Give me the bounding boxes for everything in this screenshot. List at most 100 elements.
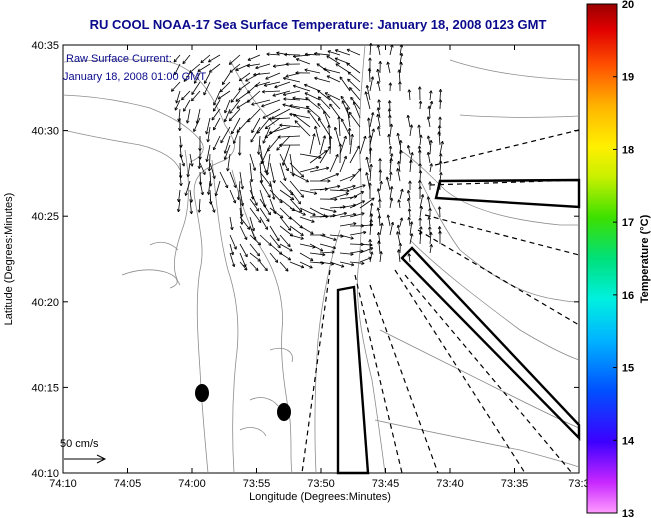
vector-arrow-head <box>378 240 381 244</box>
vector-arrow-head <box>368 182 371 186</box>
vector-arrow-head <box>268 244 272 246</box>
vector-arrow-head <box>207 168 210 172</box>
vector-arrow <box>199 162 206 175</box>
plot-area <box>62 44 580 474</box>
vector-arrow-head <box>429 207 432 211</box>
vector-arrow <box>348 111 361 128</box>
vector-arrow-head <box>350 96 354 99</box>
vector-arrow <box>224 144 231 160</box>
vector-arrow-head <box>320 248 324 252</box>
vector-arrow <box>181 90 191 101</box>
vector-arrow-head <box>230 99 232 103</box>
vector-arrow <box>249 252 261 262</box>
vector-arrow <box>329 261 345 268</box>
vector-arrow <box>429 163 433 173</box>
vector-arrow-head <box>247 57 251 61</box>
vector-arrow <box>369 128 375 146</box>
vector-arrow-head <box>378 198 381 202</box>
vector-arrow-head <box>399 44 403 48</box>
vector-arrow-head <box>181 98 185 101</box>
vector-arrow-head <box>334 58 338 61</box>
vector-arrow-head <box>407 145 411 148</box>
vector-arrow-head <box>255 67 259 70</box>
vector-arrow <box>276 135 291 151</box>
vector-arrow <box>419 226 422 236</box>
vector-arrow <box>224 135 231 154</box>
vector-arrow-head <box>429 231 432 235</box>
vector-arrow-head <box>314 125 318 129</box>
vector-arrow-head <box>264 227 268 230</box>
vector-arrow-head <box>206 159 209 163</box>
vector-arrow-head <box>231 264 235 268</box>
vector-arrow <box>309 243 324 252</box>
vector-arrow-head <box>387 134 390 138</box>
mask-polygon-southeast <box>400 246 581 441</box>
vector-arrow <box>419 231 422 245</box>
vector-arrow-head <box>289 243 291 247</box>
vector-arrow-head <box>224 185 228 189</box>
vector-arrow-head <box>353 203 357 206</box>
vector-arrow-head <box>419 226 422 230</box>
vector-arrow <box>249 207 262 223</box>
vector-arrow <box>329 136 332 155</box>
vector-arrow-head <box>330 263 334 266</box>
vector-arrow-head <box>294 120 297 124</box>
vector-arrow <box>289 105 311 110</box>
vector-arrow-head <box>321 262 325 265</box>
vector-arrow-head <box>182 60 184 64</box>
vector-arrow <box>229 252 235 267</box>
vector-arrow-head <box>389 171 392 175</box>
vector-arrow-head <box>214 175 216 179</box>
vector-arrow <box>419 100 422 110</box>
vector-arrow <box>317 103 331 119</box>
vector-arrow <box>407 145 411 155</box>
vector-arrow-head <box>314 126 316 130</box>
vector-arrow-head <box>314 51 318 54</box>
x-tick-label: 73:50 <box>307 478 335 490</box>
vector-arrow-head <box>438 131 441 135</box>
vector-arrow-head <box>303 212 306 216</box>
vector-arrow-head <box>429 100 433 104</box>
vector-arrow <box>233 126 241 144</box>
vector-arrow-head <box>189 71 193 74</box>
vector-arrow <box>269 126 291 134</box>
vector-arrow <box>369 112 374 128</box>
vector-arrow-head <box>368 57 371 61</box>
vector-arrow-head <box>369 239 372 243</box>
vector-arrow-head <box>386 176 390 180</box>
scale-label: 50 cm/s <box>60 438 99 450</box>
vector-arrow-head <box>254 167 257 171</box>
vector-arrow-head <box>323 67 327 70</box>
vector-arrow-head <box>377 107 381 111</box>
vector-arrow-head <box>371 251 374 255</box>
vector-arrow-head <box>427 196 431 200</box>
vector-arrow-head <box>397 231 400 235</box>
vector-arrow <box>309 150 328 164</box>
vector-arrow-head <box>324 188 328 191</box>
vector-arrow <box>229 99 241 114</box>
vector-arrow-head <box>232 200 236 204</box>
vector-arrow-head <box>241 221 244 225</box>
vector-arrow-head <box>310 265 313 269</box>
vector-arrow-head <box>367 68 370 72</box>
vector-arrow-head <box>373 128 375 132</box>
vector-arrow <box>319 234 337 241</box>
vector-arrow-head <box>418 170 421 174</box>
vector-arrow-head <box>183 79 187 82</box>
vector-arrow-head <box>337 185 341 189</box>
vector-arrow-head <box>362 200 365 204</box>
vector-arrow <box>289 234 304 240</box>
vector-arrow <box>249 198 260 212</box>
vector-arrow <box>259 198 271 216</box>
y-axis-label: Latitude (Degrees:Minutes) <box>3 193 15 326</box>
vector-arrow <box>299 207 316 216</box>
vector-arrow-head <box>327 50 331 52</box>
vector-arrow <box>277 135 301 138</box>
vector-arrow-head <box>364 91 366 95</box>
vector-arrow <box>318 117 331 137</box>
vector-arrow-head <box>302 174 305 178</box>
vector-arrow <box>271 108 291 120</box>
vector-arrow-head <box>282 92 286 96</box>
y-axis: 40:35 40:30 40:25 40:20 40:15 40:10 <box>31 40 579 480</box>
vector-arrow-head <box>419 185 422 189</box>
